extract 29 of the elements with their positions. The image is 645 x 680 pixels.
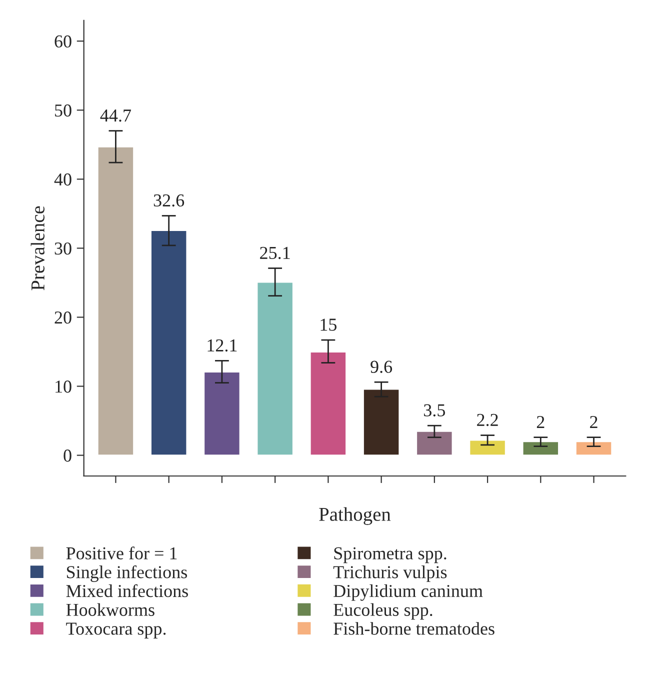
data-label: 3.5	[424, 404, 446, 416]
data-label: 15	[320, 318, 337, 331]
legend-label: Eucoleus spp.	[334, 603, 432, 620]
legend-label: Spirometra spp.	[334, 547, 446, 564]
legend-label: Toxocara spp.	[66, 622, 166, 638]
data-label: 25.1	[260, 246, 290, 260]
y-tick-label: 20	[54, 311, 72, 324]
legend-label: Trichuris vulpis	[333, 566, 447, 582]
data-label: 32.6	[154, 194, 184, 207]
data-label: 2.2	[477, 414, 498, 426]
legend-label: Mixed infections	[66, 584, 188, 598]
y-tick-label: 40	[54, 173, 72, 186]
legend-label: Fish-borne trematodes	[334, 622, 494, 635]
y-tick-label: 50	[55, 104, 72, 117]
data-label: 2	[590, 416, 598, 428]
legend-label: Positive for = 1	[66, 546, 177, 560]
legend-label: Dipylidium caninum	[334, 584, 483, 601]
y-axis-title: Prevalence	[30, 206, 44, 290]
legend-label: Hookworms	[66, 603, 154, 616]
y-tick-label: 60	[54, 35, 72, 48]
y-tick-label: 10	[56, 380, 72, 393]
data-label: 2	[536, 416, 544, 428]
legend-label: Single infections	[66, 565, 187, 582]
x-axis-title: Pathogen	[319, 507, 391, 525]
data-label: 44.7	[100, 110, 131, 122]
y-tick-label: 30	[54, 242, 72, 255]
y-tick-label: 0	[64, 450, 72, 462]
data-label: 9.6	[370, 360, 392, 373]
data-label: 12.1	[208, 339, 237, 352]
